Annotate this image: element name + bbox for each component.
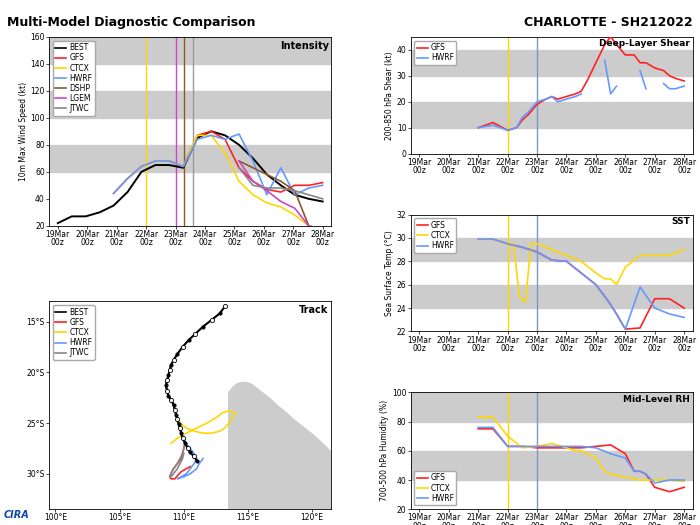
Text: Track: Track [300, 306, 328, 316]
Bar [49, 91, 332, 118]
Text: Multi-Model Diagnostic Comparison: Multi-Model Diagnostic Comparison [7, 16, 256, 29]
Y-axis label: Sea Surface Temp (°C): Sea Surface Temp (°C) [385, 230, 394, 316]
Text: CIRA: CIRA [4, 510, 29, 520]
Text: CHARLOTTE - SH212022: CHARLOTTE - SH212022 [524, 16, 693, 29]
Bar [410, 451, 693, 480]
Bar [410, 238, 693, 261]
Bar [410, 50, 693, 76]
Bar [49, 145, 332, 172]
Y-axis label: 700-500 hPa Humidity (%): 700-500 hPa Humidity (%) [380, 400, 389, 501]
Legend: GFS, CTCX, HWRF: GFS, CTCX, HWRF [414, 471, 456, 506]
Text: Mid-Level RH: Mid-Level RH [623, 395, 690, 404]
Legend: GFS, CTCX, HWRF: GFS, CTCX, HWRF [414, 218, 456, 253]
Polygon shape [229, 382, 332, 509]
Legend: BEST, GFS, CTCX, HWRF, JTWC: BEST, GFS, CTCX, HWRF, JTWC [52, 305, 95, 360]
Text: SST: SST [671, 217, 690, 226]
Legend: GFS, HWRF: GFS, HWRF [414, 40, 456, 65]
Bar [410, 102, 693, 128]
Bar [410, 392, 693, 422]
Y-axis label: 200-850 hPa Shear (kt): 200-850 hPa Shear (kt) [385, 51, 394, 140]
Bar [410, 285, 693, 308]
Text: Intensity: Intensity [279, 40, 328, 50]
Legend: BEST, GFS, CTCX, HWRF, DSHP, LGEM, JTWC: BEST, GFS, CTCX, HWRF, DSHP, LGEM, JTWC [52, 40, 95, 116]
Bar [49, 37, 332, 64]
Y-axis label: 10m Max Wind Speed (kt): 10m Max Wind Speed (kt) [19, 82, 27, 181]
Text: Deep-Layer Shear: Deep-Layer Shear [599, 39, 690, 48]
